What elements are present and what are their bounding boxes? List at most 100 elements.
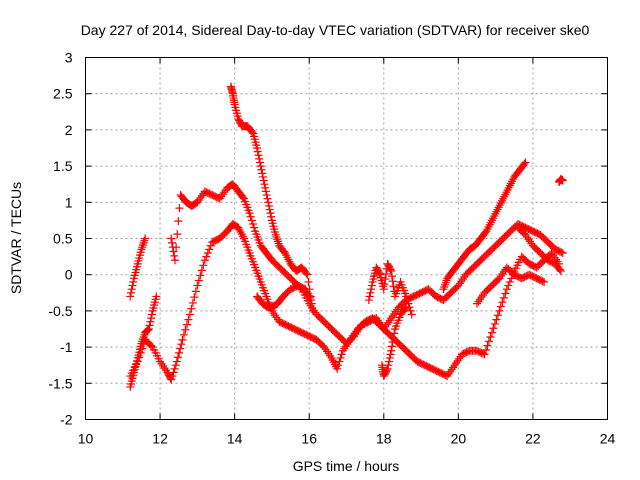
data-point	[152, 292, 161, 301]
y-tick-label: -0.5	[48, 303, 72, 319]
data-point	[407, 310, 416, 319]
data-point	[389, 333, 398, 342]
data-point	[382, 269, 391, 278]
data-point	[170, 364, 179, 373]
data-point	[181, 325, 190, 334]
data-point	[389, 282, 398, 291]
data-point	[143, 326, 152, 335]
data-point	[384, 361, 393, 370]
x-axis-label: GPS time / hours	[293, 458, 400, 474]
data-point	[128, 281, 137, 290]
data-point	[490, 319, 499, 328]
data-point	[388, 338, 397, 347]
data-point	[253, 144, 262, 152]
data-point	[382, 366, 391, 375]
data-point	[257, 165, 266, 174]
data-point	[555, 265, 564, 274]
data-point	[169, 247, 178, 256]
data-point	[185, 310, 194, 319]
x-tick-label: 24	[600, 431, 616, 447]
data-point	[246, 212, 255, 221]
data-point	[203, 248, 212, 257]
data-point	[481, 345, 490, 354]
x-tick-label: 14	[227, 431, 243, 447]
data-point	[133, 357, 142, 366]
data-point	[381, 275, 390, 284]
data-point	[385, 357, 394, 366]
x-tick-label: 22	[525, 431, 541, 447]
data-point	[557, 248, 566, 257]
data-point	[191, 287, 200, 296]
chart-title: Day 227 of 2014, Sidereal Day-to-day VTE…	[81, 22, 590, 38]
data-point	[187, 304, 196, 313]
data-point	[364, 296, 373, 305]
data-point	[556, 267, 565, 276]
x-tick-labels: 10 12 14 16 18 20 22 24	[78, 431, 616, 447]
data-point	[307, 296, 316, 305]
data-point	[502, 285, 511, 294]
series-track-c	[126, 220, 564, 384]
data-point	[258, 172, 267, 181]
data-point	[380, 280, 389, 289]
data-point	[266, 209, 275, 218]
data-point	[495, 306, 504, 315]
data-point	[174, 217, 183, 226]
x-tick-label: 12	[152, 431, 168, 447]
data-point	[147, 341, 156, 350]
data-point	[258, 169, 267, 178]
y-tick-label: 3	[65, 50, 73, 66]
series-track-i	[439, 158, 530, 294]
data-point	[484, 337, 493, 346]
data-point	[138, 344, 147, 353]
data-point	[387, 342, 396, 351]
data-point	[304, 277, 313, 286]
y-tick-labels: 3 2.5 2 1.5 1 0.5 0 -0.5 -1 -1.5 -2	[48, 50, 72, 428]
data-point	[263, 194, 272, 203]
data-point	[168, 238, 177, 247]
data-point	[141, 234, 150, 243]
data-point	[366, 288, 375, 297]
data-point	[260, 180, 269, 189]
data-point	[200, 256, 209, 265]
data-point	[264, 198, 273, 207]
x-tick-label: 18	[376, 431, 392, 447]
data-point	[386, 265, 395, 274]
data-point	[538, 277, 547, 286]
y-tick-label: 2.5	[53, 86, 73, 102]
y-tick-label: 1	[65, 194, 73, 210]
data-point	[255, 158, 264, 167]
data-point	[406, 306, 415, 315]
data-point	[486, 332, 495, 341]
data-point	[307, 299, 316, 308]
data-point	[202, 252, 211, 261]
data-point	[144, 325, 153, 333]
series-track-k	[514, 223, 565, 276]
data-point	[188, 298, 197, 307]
data-point	[558, 176, 567, 185]
data-point	[367, 285, 376, 294]
data-point	[501, 289, 510, 298]
data-point	[126, 292, 135, 301]
data-point	[520, 159, 529, 168]
y-tick-label: 0	[65, 267, 73, 283]
data-point	[261, 183, 270, 192]
data-point	[197, 266, 206, 275]
data-point	[386, 350, 395, 359]
series-track-b	[126, 234, 150, 301]
data-point	[171, 361, 180, 370]
data-point	[245, 209, 254, 218]
data-point	[144, 325, 153, 334]
data-point	[264, 201, 273, 210]
data-point	[334, 361, 343, 370]
data-point	[259, 176, 268, 185]
data-point	[385, 353, 394, 362]
data-point	[387, 272, 396, 281]
data-point	[521, 158, 530, 167]
data-point	[178, 335, 187, 344]
data-point	[401, 304, 410, 313]
data-point	[172, 357, 181, 366]
data-point	[403, 296, 412, 305]
data-point	[176, 344, 185, 353]
